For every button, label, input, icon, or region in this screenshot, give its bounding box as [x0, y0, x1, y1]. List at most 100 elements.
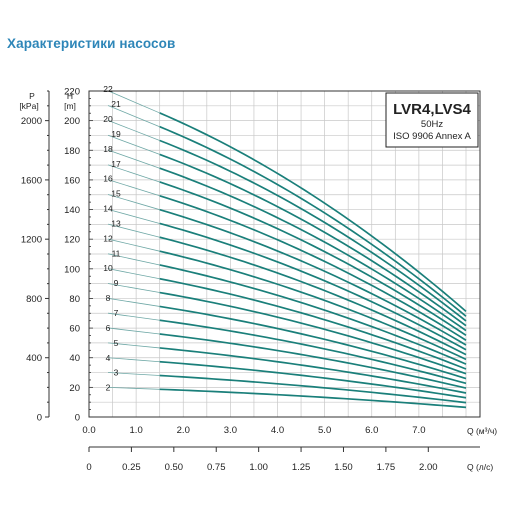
- curve-thin-10: [107, 268, 160, 280]
- head-tick-label: 100: [64, 264, 80, 275]
- pressure-tick-label: 800: [26, 294, 42, 305]
- curve-10: [159, 277, 467, 370]
- curve-thin-20: [107, 119, 160, 141]
- curve-thin-21: [107, 105, 160, 128]
- curve-label-22: 22: [103, 84, 113, 94]
- curve-thin-6: [107, 327, 160, 335]
- axes: [45, 90, 481, 452]
- head-tick-label: 80: [69, 294, 80, 305]
- curve-12: [159, 250, 467, 361]
- curve-thin-11: [107, 253, 160, 266]
- chart-subtitle-hz: 50Hz: [421, 119, 443, 130]
- curve-label-5: 5: [114, 338, 119, 348]
- curve-22: [159, 112, 467, 312]
- flow-ls-tick-label: 0.25: [122, 462, 141, 473]
- flow-ls-tick-label: 1.50: [334, 462, 353, 473]
- curve-thin-13: [107, 223, 160, 238]
- curve-thin-8: [107, 297, 160, 307]
- curve-thin-7: [107, 312, 160, 321]
- curve-label-21: 21: [111, 99, 121, 109]
- flow-ls-tick-label: 1.00: [249, 462, 268, 473]
- curve-2: [159, 388, 467, 409]
- curve-label-19: 19: [111, 129, 121, 139]
- flow-tick-label: 3.0: [224, 425, 237, 436]
- chart-title: LVR4,LVS4: [393, 101, 471, 118]
- curve-label-6: 6: [106, 323, 111, 333]
- curve-label-17: 17: [111, 159, 121, 169]
- curve-thin-18: [107, 149, 160, 169]
- curve-label-11: 11: [112, 248, 121, 258]
- head-tick-label: 60: [69, 324, 80, 335]
- curve-18: [159, 167, 467, 332]
- curve-label-16: 16: [103, 174, 113, 184]
- curve-16: [159, 194, 467, 341]
- pressure-axis-label: P: [29, 91, 35, 101]
- curve-label-13: 13: [111, 218, 121, 228]
- flow-ls-tick-label: 0: [86, 462, 91, 473]
- curve-thin-16: [107, 179, 160, 197]
- curve-4: [159, 360, 467, 399]
- pressure-tick-label: 400: [26, 353, 42, 364]
- head-tick-label: 140: [64, 205, 80, 216]
- curve-label-7: 7: [114, 308, 119, 318]
- curve-14: [159, 222, 467, 351]
- curve-label-9: 9: [114, 278, 119, 288]
- flow-ls-tick-label: 0.75: [207, 462, 226, 473]
- pressure-tick-label: 1200: [21, 235, 42, 246]
- curve-thin-19: [107, 134, 160, 155]
- pressure-axis-label: [kPa]: [19, 101, 38, 111]
- curve-label-12: 12: [103, 233, 113, 243]
- curve-20: [159, 139, 467, 322]
- curve-7: [159, 319, 467, 385]
- pressure-tick-label: 2000: [21, 116, 42, 127]
- flow-tick-label: 5.0: [318, 425, 331, 436]
- title-box-frame: [385, 92, 479, 148]
- chart-subtitle-iso: ISO 9906 Annex A: [393, 131, 471, 142]
- curve-thin-5: [107, 342, 160, 349]
- curve-3: [159, 374, 467, 404]
- curve-15: [159, 208, 467, 346]
- curve-thin-4: [107, 357, 160, 363]
- curve-thin-14: [107, 209, 160, 224]
- head-axis-label: [m]: [64, 101, 76, 111]
- flow-ls-axis-label: Q (л/с): [467, 462, 493, 472]
- curve-thin-9: [107, 283, 160, 293]
- curve-11: [159, 264, 467, 365]
- pressure-tick-label: 0: [37, 413, 42, 424]
- head-tick-label: 160: [64, 175, 80, 186]
- curve-thin-3: [107, 372, 160, 376]
- flow-ls-tick-label: 1.25: [292, 462, 311, 473]
- pressure-tick-label: 1600: [21, 175, 42, 186]
- curve-8: [159, 305, 467, 380]
- curve-21: [159, 125, 467, 317]
- curves: [107, 90, 467, 409]
- curve-thin-15: [107, 194, 160, 211]
- curve-thin-2: [107, 386, 160, 390]
- flow-axis-label: Q (м³/ч): [467, 426, 497, 436]
- curve-thin-12: [107, 238, 160, 252]
- curve-label-14: 14: [103, 204, 113, 214]
- head-tick-label: 200: [64, 116, 80, 127]
- curve-17: [159, 181, 467, 337]
- curve-19: [159, 153, 467, 327]
- curve-label-10: 10: [103, 263, 113, 273]
- curve-label-20: 20: [103, 114, 113, 124]
- page-title: Характеристики насосов: [7, 36, 176, 51]
- flow-ls-tick-label: 0.50: [165, 462, 184, 473]
- head-tick-label: 120: [64, 235, 80, 246]
- head-tick-label: 40: [69, 353, 80, 364]
- flow-tick-label: 0.0: [82, 425, 95, 436]
- curve-6: [159, 333, 467, 389]
- head-tick-label: 20: [69, 383, 80, 394]
- flow-tick-label: 7.0: [412, 425, 425, 436]
- head-tick-label: 0: [75, 413, 80, 424]
- flow-tick-label: 4.0: [271, 425, 284, 436]
- head-tick-label: 220: [64, 87, 80, 98]
- curve-thin-22: [107, 90, 160, 114]
- curve-label-8: 8: [106, 293, 111, 303]
- head-tick-label: 180: [64, 146, 80, 157]
- head-axis-label: H: [67, 91, 73, 101]
- curve-5: [159, 347, 467, 394]
